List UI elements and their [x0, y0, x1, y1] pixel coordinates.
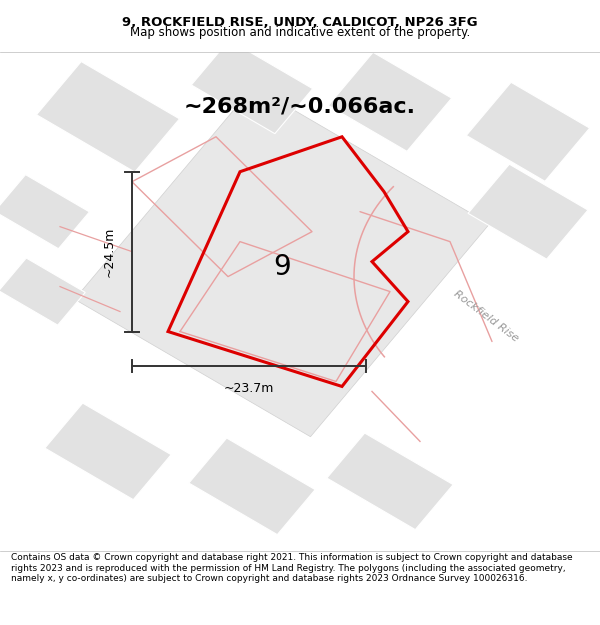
- Polygon shape: [327, 433, 453, 529]
- Polygon shape: [74, 86, 490, 437]
- Polygon shape: [37, 61, 179, 172]
- Text: ~23.7m: ~23.7m: [224, 382, 274, 396]
- Text: Rockfield Rise: Rockfield Rise: [452, 289, 520, 344]
- Polygon shape: [45, 403, 171, 499]
- Text: Map shows position and indicative extent of the property.: Map shows position and indicative extent…: [130, 26, 470, 39]
- Text: Contains OS data © Crown copyright and database right 2021. This information is : Contains OS data © Crown copyright and d…: [11, 554, 572, 583]
- Text: 9: 9: [273, 253, 291, 281]
- Text: ~268m²/~0.066ac.: ~268m²/~0.066ac.: [184, 97, 416, 117]
- Polygon shape: [0, 174, 89, 249]
- Polygon shape: [466, 82, 590, 181]
- Text: ~24.5m: ~24.5m: [103, 226, 116, 277]
- Polygon shape: [328, 52, 452, 151]
- Polygon shape: [468, 164, 588, 259]
- Text: 9, ROCKFIELD RISE, UNDY, CALDICOT, NP26 3FG: 9, ROCKFIELD RISE, UNDY, CALDICOT, NP26 …: [122, 16, 478, 29]
- Polygon shape: [0, 258, 85, 325]
- Polygon shape: [189, 438, 315, 534]
- Polygon shape: [191, 40, 313, 134]
